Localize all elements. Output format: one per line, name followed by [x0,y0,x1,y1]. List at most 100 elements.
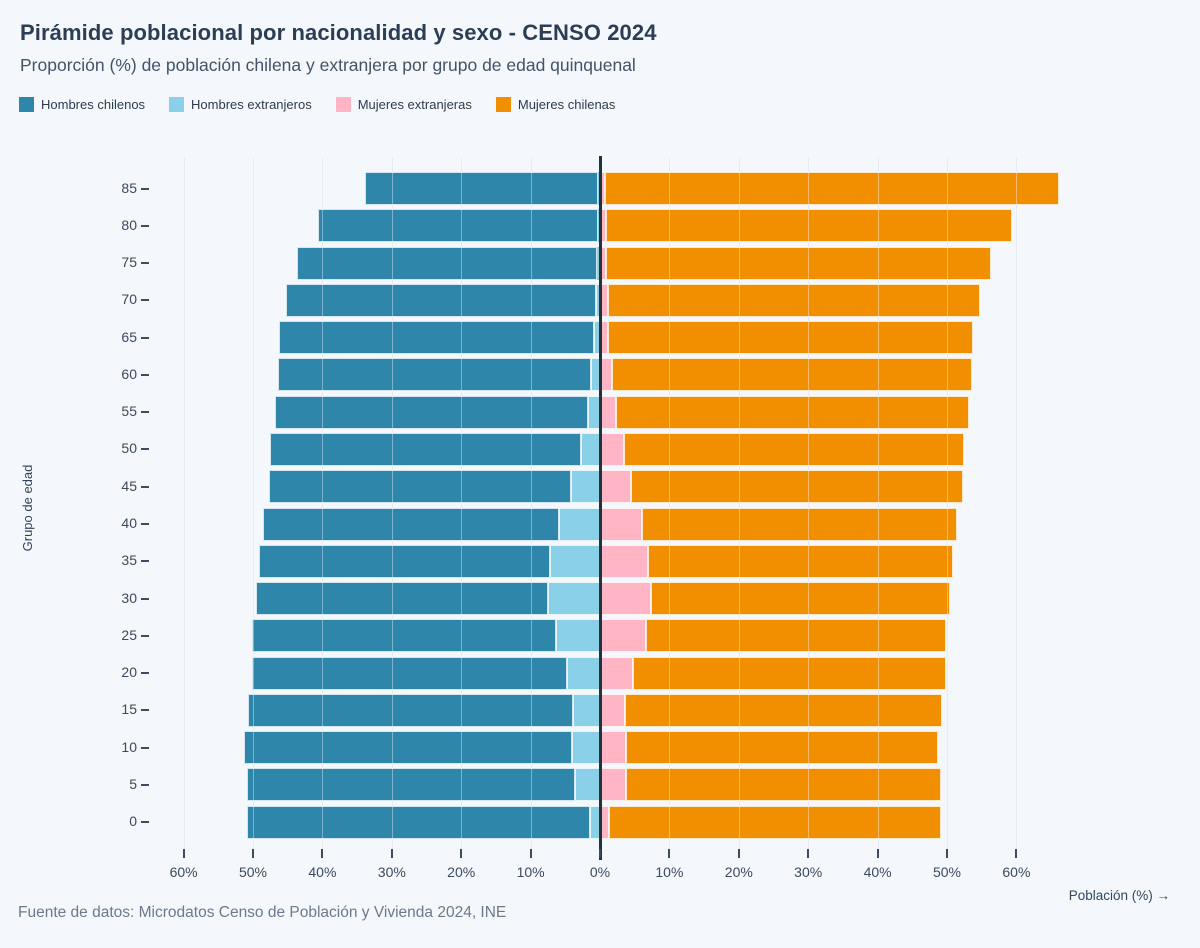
bar-mujeres-chilenas-15 [624,693,943,727]
x-tick-3 [390,849,393,858]
y-axis-title: Grupo de edad [20,464,35,552]
bar-mujeres-extranjeras-10 [600,731,626,765]
y-tick-label-45: 45 [121,477,137,494]
bar-mujeres-extranjeras-40 [600,507,643,541]
bar-mujeres-extranjeras-65 [600,321,609,355]
gridline-50-left [253,158,254,851]
y-tick-85 [141,187,149,190]
y-tick-20 [141,672,149,675]
y-tick-55 [141,411,149,414]
bar-mujeres-chilenas-60 [612,358,972,392]
bar-hombres-extranjeros-30 [547,582,600,616]
bar-hombres-chilenos-50 [270,432,581,466]
bar-hombres-chilenos-80 [317,209,598,243]
bar-mujeres-chilenas-85 [604,172,1059,205]
bar-hombres-chilenos-25 [251,619,556,653]
y-tick-label-30: 30 [121,589,137,606]
y-tick-label-75: 75 [121,254,137,271]
y-tick-label-5: 5 [129,775,137,792]
bar-hombres-extranjeros-0 [589,805,600,839]
x-tick-label-4: 20% [447,864,476,880]
x-tick-12 [1015,849,1018,858]
y-tick-70 [141,299,149,302]
legend-label-hombres-chilenos: Hombres chilenos [41,97,146,112]
gridline-10-right [669,158,671,851]
bar-mujeres-chilenas-45 [631,470,963,504]
y-tick-40 [141,523,149,526]
legend-swatch-hombres-extranjeros [169,97,185,112]
y-tick-35 [141,560,149,563]
chart-subtitle: Proporción (%) de población chilena y ex… [20,55,636,75]
bar-hombres-chilenos-15 [248,693,573,727]
gridline-50-right [947,158,948,851]
gridline-40-left [322,158,324,851]
legend-item-mujeres-extranjeras: Mujeres extranjeras [335,97,472,112]
x-tick-9 [807,849,810,858]
gridline-overlay-40-left [322,158,324,851]
bar-hombres-chilenos-75 [296,246,598,280]
bar-mujeres-extranjeras-45 [600,470,632,504]
y-tick-50 [141,448,149,451]
bar-hombres-extranjeros-60 [590,358,600,392]
y-tick-65 [141,336,149,339]
bar-hombres-extranjeros-55 [588,395,600,429]
bar-mujeres-extranjeras-30 [600,582,652,616]
y-tick-label-70: 70 [121,291,137,308]
gridline-30-right [808,158,810,851]
x-tick-1 [252,849,254,858]
bar-mujeres-chilenas-50 [623,432,965,466]
bar-mujeres-extranjeras-50 [600,432,624,466]
x-tick-label-5: 10% [516,864,545,880]
bar-hombres-chilenos-40 [263,507,560,541]
x-tick-8 [737,849,740,858]
x-tick-label-1: 50% [238,864,268,880]
x-tick-label-3: 30% [377,864,406,880]
y-tick-80 [141,224,149,227]
bar-hombres-chilenos-70 [285,283,596,317]
x-tick-10 [876,849,879,858]
bar-hombres-extranjeros-75 [597,246,600,280]
chart-title: Pirámide poblacional por nacionalidad y … [20,20,657,45]
y-tick-label-20: 20 [121,664,137,681]
bar-mujeres-chilenas-35 [647,544,954,578]
y-tick-label-40: 40 [121,515,137,532]
bar-mujeres-extranjeras-55 [600,395,616,429]
bar-hombres-chilenos-20 [251,656,567,690]
legend: Hombres chilenos Hombres extranjeros Mujer… [19,97,615,112]
bar-mujeres-chilenas-80 [605,209,1012,243]
gridline-overlay-20-right [738,158,740,851]
x-tick-label-7: 10% [655,864,684,880]
gridline-40-right [877,158,879,851]
bar-mujeres-chilenas-10 [625,731,938,765]
bar-hombres-extranjeros-5 [575,768,600,802]
legend-label-mujeres-extranjeras: Mujeres extranjeras [357,97,472,112]
gridline-20-left [461,158,463,851]
bar-hombres-extranjeros-70 [595,283,600,317]
y-tick-0 [141,821,149,824]
gridline-overlay-30-left [391,158,393,851]
y-tick-label-80: 80 [121,216,137,233]
bar-mujeres-chilenas-65 [608,321,973,355]
y-tick-75 [141,262,149,265]
bar-mujeres-extranjeras-15 [600,693,625,727]
y-tick-label-50: 50 [121,440,137,457]
bar-mujeres-chilenas-75 [606,246,991,280]
plot-area: 60% 50% 40% 30% 20% 10% 0% 10% 20% 30% 40% 50% 60% 85… [121,156,1070,880]
x-tick-label-9: 30% [794,864,823,880]
bar-hombres-chilenos-55 [274,395,589,429]
x-tick-label-6: 0% [589,864,611,880]
bar-hombres-extranjeros-15 [572,693,600,727]
gridline-overlay-10-left [530,158,532,851]
bar-mujeres-extranjeras-85 [600,172,605,205]
x-tick-label-8: 20% [724,864,753,880]
bar-hombres-chilenos-10 [243,731,572,765]
bar-hombres-chilenos-0 [247,805,590,839]
bar-mujeres-chilenas-5 [625,768,941,802]
legend-item-hombres-chilenos: Hombres chilenos [19,97,145,112]
gridline-overlay-60-left [183,158,185,851]
bar-hombres-extranjeros-35 [550,544,600,578]
gridline-overlay-50-right [947,158,948,851]
gridline-overlay-10-right [669,158,671,851]
bar-mujeres-extranjeras-0 [600,805,610,839]
bar-mujeres-extranjeras-80 [600,209,606,243]
